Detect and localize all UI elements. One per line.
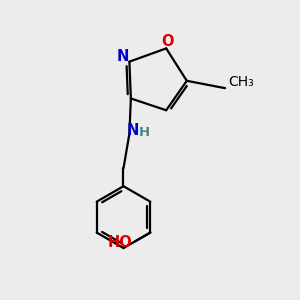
Text: H: H xyxy=(139,126,150,139)
Text: CH₃: CH₃ xyxy=(228,75,254,89)
Text: O: O xyxy=(161,34,174,50)
Text: HO: HO xyxy=(107,236,132,250)
Text: N: N xyxy=(126,123,139,138)
Text: N: N xyxy=(117,49,129,64)
